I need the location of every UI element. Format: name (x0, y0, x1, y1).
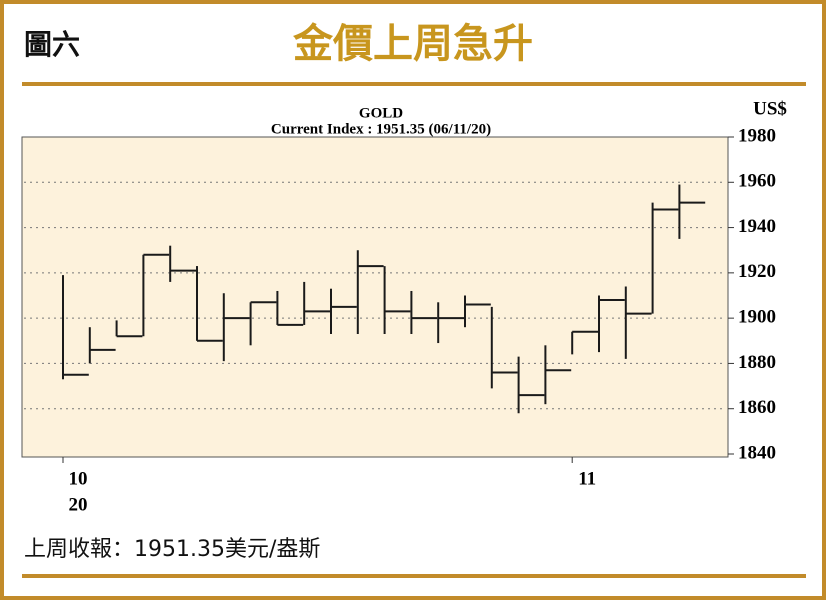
footer-rule (22, 574, 806, 578)
footnote: 上周收報：1951.35美元/盎斯 (24, 537, 320, 562)
y-tick-label: 1980 (738, 125, 776, 146)
y-tick-label: 1880 (738, 352, 776, 373)
plot-area (21, 136, 729, 458)
x-tick-label: 10 (69, 468, 88, 489)
y-tick-label: 1920 (738, 261, 776, 282)
figure-label: 圖六 (24, 28, 80, 61)
y-unit: US$ (753, 98, 787, 119)
y-tick-label: 1840 (738, 442, 776, 463)
x-tick-label: 11 (578, 468, 596, 489)
header-rule (22, 82, 806, 86)
y-tick-label: 1960 (738, 171, 776, 192)
y-tick-label: 1900 (738, 307, 776, 328)
x-year-label: 20 (69, 494, 88, 515)
y-tick-label: 1940 (738, 216, 776, 237)
y-tick-label: 1860 (738, 397, 776, 418)
chart-title: GOLD (359, 105, 403, 121)
chart-subtitle: Current Index : 1951.35 (06/11/20) (271, 121, 491, 137)
page-title: 金價上周急升 (292, 21, 533, 67)
